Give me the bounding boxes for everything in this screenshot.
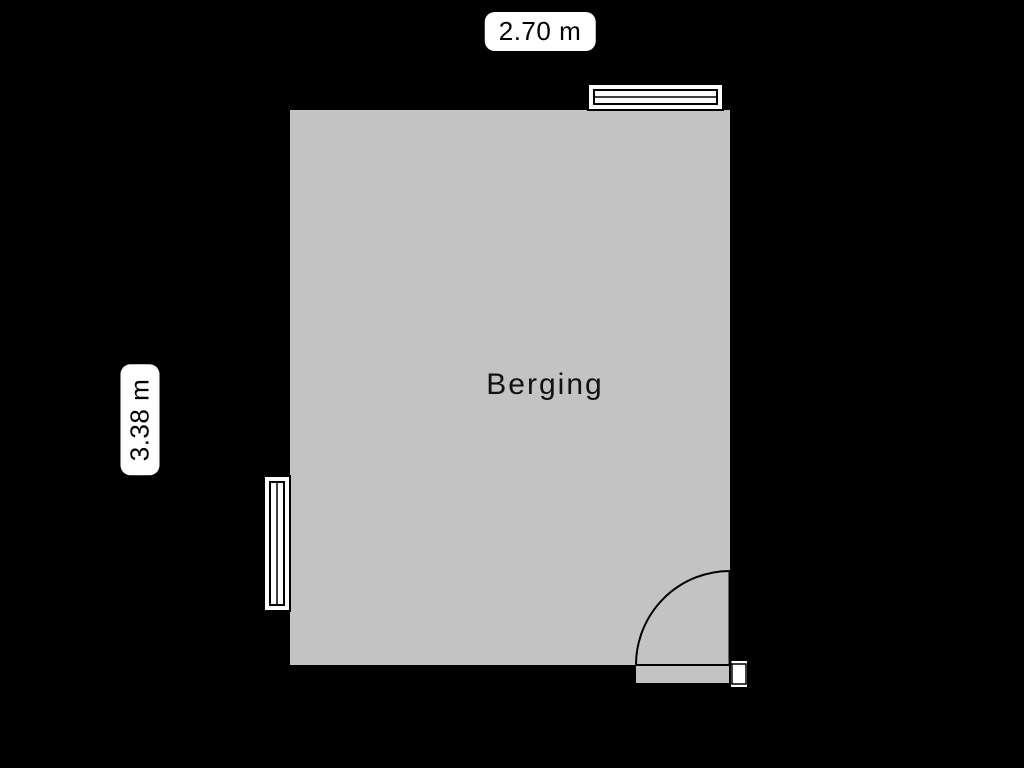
floorplan-canvas: 2.70 m 3.38 m Berging [0, 0, 1024, 768]
window-left [264, 476, 290, 611]
dimension-top-label: 2.70 m [485, 12, 596, 51]
dimension-left-label: 3.38 m [121, 365, 160, 476]
room-name-label: Berging [486, 368, 603, 402]
window-top [588, 84, 723, 110]
